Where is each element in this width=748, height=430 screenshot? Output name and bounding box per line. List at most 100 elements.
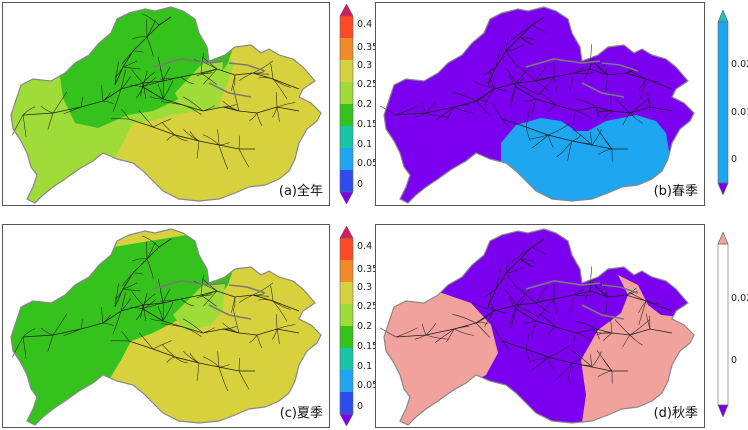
river-branch-20 bbox=[162, 289, 171, 304]
colorbar-summer-tick-7: 0.05 bbox=[357, 380, 379, 391]
river-branch-20 bbox=[515, 304, 540, 318]
river-branch-69 bbox=[531, 134, 549, 149]
river-branch-61 bbox=[629, 112, 643, 124]
river-branch-91 bbox=[505, 50, 518, 68]
panel-label-summer: (c)夏季 bbox=[279, 406, 323, 421]
colorbar-summer-graphic bbox=[339, 226, 354, 426]
river-branch-50 bbox=[548, 326, 557, 335]
river-branch-3 bbox=[52, 313, 68, 336]
river-branch-74 bbox=[217, 129, 220, 146]
river-branch-29 bbox=[573, 294, 595, 297]
river-branch-14 bbox=[473, 303, 495, 312]
colorbar-summer-tick-2: 0.3 bbox=[357, 282, 373, 293]
river-branch-91 bbox=[505, 272, 518, 290]
colorbar-annual-tick-4: 0.2 bbox=[357, 99, 373, 110]
river-branch-71 bbox=[196, 362, 200, 381]
river-branch-41 bbox=[142, 71, 148, 88]
river-branch-70 bbox=[530, 356, 549, 362]
river-branch-76 bbox=[567, 140, 573, 161]
river-branch-88 bbox=[146, 241, 148, 260]
colorbar-summer: 0.4 0.35 0.3 0.25 0.2 0.15 0.1 0.05 0 bbox=[336, 226, 379, 426]
map-autumn bbox=[379, 228, 695, 426]
colorbar-annual-tick-1: 0.35 bbox=[357, 42, 379, 53]
subbasin-divide-0 bbox=[525, 280, 601, 290]
river-branch-78 bbox=[591, 129, 602, 146]
river-branch-83 bbox=[122, 282, 138, 290]
river-branch-78 bbox=[238, 370, 250, 390]
river-branch-58 bbox=[256, 112, 263, 127]
river-branch-42 bbox=[142, 77, 157, 88]
river-branch-85 bbox=[132, 272, 144, 275]
river-branch-69 bbox=[166, 134, 176, 141]
river-branch-34 bbox=[605, 296, 609, 314]
river-branch-22 bbox=[180, 298, 195, 307]
river-branch-13 bbox=[112, 310, 122, 334]
river-branch-96 bbox=[531, 246, 547, 256]
river-branch-17 bbox=[510, 82, 517, 102]
subbasin-divide-1 bbox=[581, 82, 625, 98]
river-branch-23 bbox=[535, 302, 549, 313]
river-branch-12 bbox=[120, 69, 126, 90]
colorbar-cap-bottom bbox=[339, 413, 354, 426]
river-branch-6 bbox=[80, 318, 84, 330]
river-branch-58 bbox=[609, 317, 613, 334]
river-branch-7 bbox=[434, 106, 455, 121]
colorbar-annual-graphic bbox=[339, 4, 354, 204]
river-trunk bbox=[487, 16, 545, 86]
river-branch-87 bbox=[146, 258, 154, 279]
river-branch-11 bbox=[452, 313, 477, 324]
river-branch-45 bbox=[162, 302, 174, 322]
river-branch-36 bbox=[593, 284, 609, 298]
river-branch-9 bbox=[446, 328, 455, 343]
river-branch-56 bbox=[232, 308, 240, 334]
river-trunk bbox=[114, 16, 172, 86]
river-branch-67 bbox=[161, 344, 176, 358]
river-branch-48 bbox=[531, 98, 537, 115]
colorbar-annual-tick-5: 0.15 bbox=[357, 119, 379, 130]
colorbar-summer-tick-6: 0.1 bbox=[357, 361, 373, 372]
river-branch-21 bbox=[516, 286, 537, 304]
river-branch-85 bbox=[132, 50, 144, 53]
colorbar-segment-0 bbox=[718, 22, 728, 183]
river-branch-22 bbox=[180, 76, 195, 85]
river-branch-13 bbox=[112, 88, 122, 112]
river-branch-31 bbox=[584, 290, 591, 301]
river-branch-8 bbox=[101, 307, 104, 324]
colorbar-segment-2 bbox=[340, 60, 353, 82]
river-branch-72 bbox=[547, 134, 554, 148]
river-branch-0 bbox=[22, 328, 36, 338]
river-branch-96 bbox=[531, 24, 547, 34]
river-branch-45 bbox=[162, 80, 174, 100]
map-panel-annual: (a)全年 bbox=[2, 2, 330, 206]
river-branch-34 bbox=[605, 74, 609, 92]
river-branch-90 bbox=[505, 36, 509, 52]
river-branch-50 bbox=[548, 104, 557, 113]
river-branch-49 bbox=[538, 313, 557, 328]
river-branch-30 bbox=[203, 68, 218, 85]
colorbar-segment-6 bbox=[340, 148, 353, 170]
river-branch-83 bbox=[122, 60, 138, 68]
river-branch-8 bbox=[453, 106, 474, 114]
river-branch-19 bbox=[160, 290, 164, 304]
river-branch-36 bbox=[593, 62, 609, 76]
river-branch-60 bbox=[622, 334, 631, 348]
river-branch-7 bbox=[434, 328, 455, 343]
river-trunk bbox=[395, 290, 673, 338]
river-branch-61 bbox=[272, 328, 278, 340]
colorbar-summer-tick-0: 0.4 bbox=[357, 241, 373, 252]
river-branch-44 bbox=[510, 86, 517, 107]
river-branch-30 bbox=[573, 289, 585, 296]
river-branch-41 bbox=[638, 300, 647, 325]
subbasin-divide-2 bbox=[228, 62, 266, 72]
subbasin-divide-0 bbox=[152, 58, 228, 68]
river-branch-81 bbox=[114, 283, 119, 308]
colorbar-segment-6 bbox=[340, 370, 353, 392]
river-branch-16 bbox=[142, 82, 147, 99]
river-branch-11 bbox=[120, 76, 131, 90]
river-branch-19 bbox=[160, 68, 164, 82]
river-branch-47 bbox=[522, 98, 537, 102]
river-branch-3 bbox=[425, 334, 450, 340]
river-branch-4 bbox=[47, 112, 54, 130]
colorbar-spring-tick-0: 0.02 bbox=[731, 59, 748, 70]
colorbar-autumn: 0.02 0 bbox=[716, 232, 748, 417]
